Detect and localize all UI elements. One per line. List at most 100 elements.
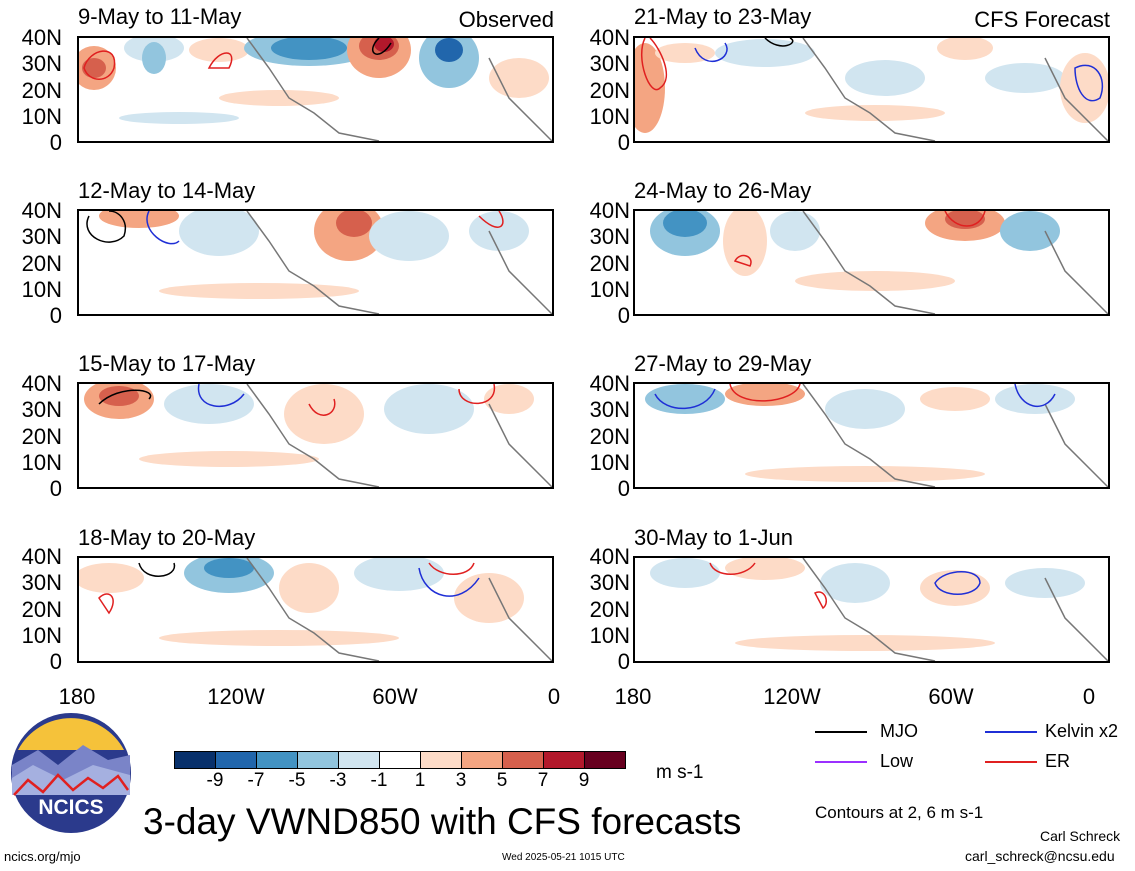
x-tick-label: 60W [928, 684, 974, 709]
y-tick-label: 30N [589, 224, 630, 249]
map-field [645, 384, 1108, 487]
colorbar-swatch [462, 752, 503, 768]
y-tick-label: 10N [589, 450, 630, 475]
legend-line-low [815, 761, 867, 763]
y-tick-label: 0 [49, 303, 62, 328]
panel-title: 21-May to 23-May [634, 4, 812, 29]
y-tick-label: 10N [21, 277, 62, 302]
y-tick-label: 10N [589, 104, 630, 129]
y-tick-label: 40N [21, 198, 62, 223]
colorbar-swatch [380, 752, 421, 768]
panel-title: 9-May to 11-May [78, 4, 242, 29]
y-tick-label: 10N [21, 450, 62, 475]
y-tick-label: 10N [589, 277, 630, 302]
figure-title: 3-day VWND850 with CFS forecasts [143, 801, 742, 842]
x-tick-label: 60W [372, 684, 418, 709]
map-panel [633, 382, 1110, 489]
panel-title: 24-May to 26-May [634, 178, 812, 203]
y-tick-label: 30N [21, 224, 62, 249]
map-panel [633, 36, 1110, 143]
colorbar-units: m s-1 [656, 762, 704, 783]
y-tick-label: 30N [21, 397, 62, 422]
panel-title: 15-May to 17-May [78, 351, 256, 376]
footer-timestamp: Wed 2025-05-21 1015 UTC [502, 852, 625, 863]
legend-label-low: Low [880, 751, 914, 771]
panel-tag: Observed [458, 7, 554, 32]
map-field [650, 211, 1108, 314]
map-panel [77, 36, 554, 143]
colorbar-swatch [544, 752, 585, 768]
y-tick-label: 0 [617, 649, 630, 674]
y-tick-label: 30N [21, 570, 62, 595]
x-tick-label: 0 [547, 684, 561, 709]
panel-title: 30-May to 1-Jun [634, 525, 793, 550]
y-tick-label: 20N [589, 424, 630, 449]
y-tick-label: 10N [21, 104, 62, 129]
ncics-logo-graphic: NCICS [11, 713, 131, 833]
colorbar-swatch [175, 752, 216, 768]
y-tick-label: 0 [617, 476, 630, 501]
colorbar-label: -3 [329, 770, 347, 791]
y-tick-label: 40N [589, 544, 630, 569]
colorbar-swatch [421, 752, 462, 768]
footer-email: carl_schreck@ncsu.edu [965, 848, 1115, 864]
map-field [650, 558, 1108, 661]
y-tick-label: 40N [21, 544, 62, 569]
map-field [635, 38, 1108, 141]
colorbar-label: 9 [578, 770, 590, 791]
y-tick-label: 20N [21, 251, 62, 276]
panel-title: 27-May to 29-May [634, 351, 812, 376]
panel-title: 18-May to 20-May [78, 525, 256, 550]
y-tick-label: 40N [21, 371, 62, 396]
y-tick-label: 20N [21, 424, 62, 449]
x-tick-label: 120W [207, 684, 265, 709]
y-tick-label: 0 [49, 476, 62, 501]
y-tick-label: 30N [589, 570, 630, 595]
contours-note: Contours at 2, 6 m s-1 [815, 803, 984, 822]
footer-author: Carl Schreck [1040, 828, 1121, 844]
panel-title: 12-May to 14-May [78, 178, 256, 203]
y-tick-label: 0 [49, 130, 62, 155]
map-panel [77, 209, 554, 316]
colorbar-label: 1 [414, 770, 426, 791]
y-tick-label: 40N [589, 371, 630, 396]
colorbar [174, 751, 626, 769]
map-panel [633, 556, 1110, 663]
map-field [84, 384, 552, 487]
legend-line-kelvin [985, 731, 1037, 733]
map-field [79, 558, 552, 661]
map-field [79, 38, 552, 141]
logo-text: NCICS [38, 796, 103, 819]
legend-label-kelvin: Kelvin x2 [1045, 721, 1119, 741]
y-tick-label: 10N [21, 623, 62, 648]
colorbar-swatch [257, 752, 298, 768]
y-tick-label: 10N [589, 623, 630, 648]
map-panel [77, 382, 554, 489]
y-tick-label: 30N [589, 51, 630, 76]
colorbar-swatch [585, 752, 625, 768]
map-panel [77, 556, 554, 663]
x-tick-label: 0 [1082, 684, 1096, 709]
y-tick-label: 0 [617, 303, 630, 328]
colorbar-label: -1 [370, 770, 388, 791]
y-tick-label: 20N [589, 597, 630, 622]
colorbar-label: -7 [247, 770, 265, 791]
colorbar-label: 5 [496, 770, 508, 791]
map-panel [633, 209, 1110, 316]
y-tick-label: 20N [21, 78, 62, 103]
legend-line-er [985, 761, 1037, 763]
colorbar-label: 7 [537, 770, 549, 791]
legend-line-mjo [815, 731, 867, 733]
footer-url: ncics.org/mjo [4, 849, 81, 864]
ncics-logo: NCICS [8, 710, 134, 836]
y-tick-label: 0 [49, 649, 62, 674]
map-field [86, 211, 552, 314]
colorbar-swatch [298, 752, 339, 768]
legend-label-er: ER [1045, 751, 1071, 771]
y-tick-label: 30N [589, 397, 630, 422]
y-tick-label: 20N [589, 251, 630, 276]
y-tick-label: 20N [589, 78, 630, 103]
x-tick-label: 120W [763, 684, 821, 709]
panel-tag: CFS Forecast [974, 7, 1110, 32]
x-tick-label: 180 [614, 684, 652, 709]
